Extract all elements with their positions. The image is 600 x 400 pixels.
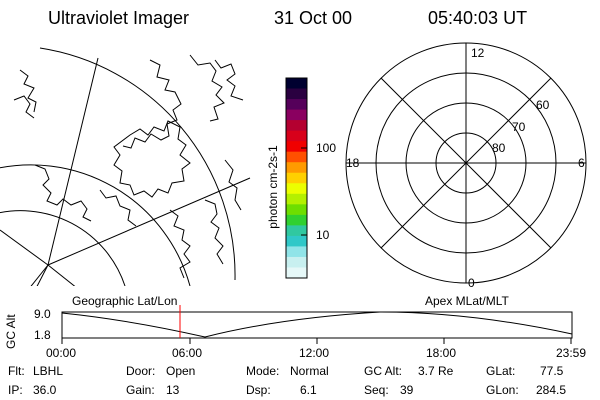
map-coastline	[169, 209, 191, 279]
alt-x-tick: 23:59	[556, 346, 587, 360]
door-value: Open	[166, 364, 196, 378]
map-coastline	[99, 189, 137, 227]
color-scale-swatch	[286, 246, 307, 258]
color-scale-swatch	[286, 267, 307, 279]
dsp-label: Dsp:	[246, 383, 271, 397]
map-meridian-line	[47, 264, 76, 286]
polar-ring-label-80: 80	[492, 141, 506, 155]
alt-x-tick: 00:00	[46, 346, 77, 360]
color-scale-swatch	[286, 214, 307, 226]
seq-value: 39	[400, 383, 414, 397]
alt-x-tick: 18:00	[426, 346, 457, 360]
polar-label-12: 12	[471, 46, 485, 60]
color-scale-swatch	[286, 235, 307, 247]
color-scale-bar	[286, 78, 307, 279]
geographic-label: Geographic Lat/Lon	[72, 294, 178, 308]
color-scale-swatch	[286, 204, 307, 216]
alt-x-tick: 06:00	[172, 346, 203, 360]
color-scale-swatch	[286, 225, 307, 237]
time-readout: 05:40:03 UT	[428, 8, 528, 28]
map-meridian-line	[0, 229, 49, 266]
color-scale-swatch	[286, 162, 307, 174]
color-scale-swatch	[286, 99, 307, 111]
map-coastline	[224, 159, 242, 211]
seq-label: Seq:	[364, 383, 389, 397]
map-latitude-circle	[39, 47, 236, 281]
map-meridian-line	[47, 177, 251, 266]
geographic-map	[0, 47, 251, 286]
color-scale-swatch	[286, 193, 307, 205]
glon-label: GLon:	[486, 383, 519, 397]
color-scale-swatch	[286, 172, 307, 184]
color-scale-swatch	[286, 130, 307, 142]
map-coastline	[13, 69, 37, 119]
color-scale-swatch	[286, 120, 307, 132]
glat-label: GLat:	[486, 364, 516, 378]
alt-y-bottom: 1.8	[34, 328, 51, 342]
glat-value: 77.5	[540, 364, 564, 378]
gc-alt-value: 3.7 Re	[418, 364, 454, 378]
door-label: Door:	[126, 364, 156, 378]
colorbar-unit-label: photon cm-2s-1	[266, 145, 280, 229]
altitude-curve	[61, 311, 573, 338]
gc-alt-axis-label: GC Alt	[4, 314, 18, 349]
color-scale-swatch	[286, 151, 307, 163]
map-coastline	[34, 164, 92, 222]
polar-ring-label-60: 60	[536, 98, 550, 112]
gain-value: 13	[166, 383, 180, 397]
colorbar-tick-10: 10	[316, 228, 330, 242]
color-scale-swatch	[286, 141, 307, 153]
alt-x-tick: 12:00	[299, 346, 330, 360]
gain-label: Gain:	[126, 383, 155, 397]
polar-ring-label-70: 70	[512, 120, 526, 134]
map-coastline	[113, 120, 191, 198]
polar-plot	[345, 42, 587, 284]
map-latitude-circle	[0, 164, 191, 286]
dsp-value: 6.1	[300, 383, 317, 397]
map-meridian-line	[36, 264, 49, 286]
flt-label: Flt:	[8, 364, 25, 378]
altitude-frame	[61, 311, 573, 339]
alt-y-top: 9.0	[34, 307, 51, 321]
apex-label: Apex MLat/MLT	[425, 294, 509, 308]
color-scale-swatch	[286, 109, 307, 121]
map-latitude-circle	[0, 210, 126, 286]
color-scale-swatch	[286, 88, 307, 100]
polar-label-6: 6	[578, 156, 585, 170]
altitude-strip	[61, 305, 573, 344]
colorbar-tick-100: 100	[316, 141, 337, 155]
map-meridian-line	[47, 57, 99, 266]
map-coastline	[189, 54, 225, 122]
color-scale-swatch	[286, 183, 307, 195]
flt-value: LBHL	[33, 364, 64, 378]
date-readout: 31 Oct 00	[274, 8, 353, 28]
mode-label: Mode:	[246, 364, 280, 378]
polar-label-0: 0	[468, 276, 475, 290]
app-title: Ultraviolet Imager	[48, 8, 190, 28]
glon-value: 284.5	[536, 383, 567, 397]
polar-label-18: 18	[346, 156, 360, 170]
color-scale-swatch	[286, 78, 307, 90]
mode-value: Normal	[290, 364, 329, 378]
gc-alt-label: GC Alt:	[364, 364, 403, 378]
map-coastline	[122, 59, 182, 149]
ip-label: IP:	[8, 383, 23, 397]
ip-value: 36.0	[33, 383, 57, 397]
map-coastline	[204, 199, 224, 265]
map-meridian-line	[30, 264, 49, 286]
color-scale-swatch	[286, 256, 307, 268]
polar-axis-diagonal	[380, 77, 552, 249]
map-coastline	[214, 59, 244, 101]
